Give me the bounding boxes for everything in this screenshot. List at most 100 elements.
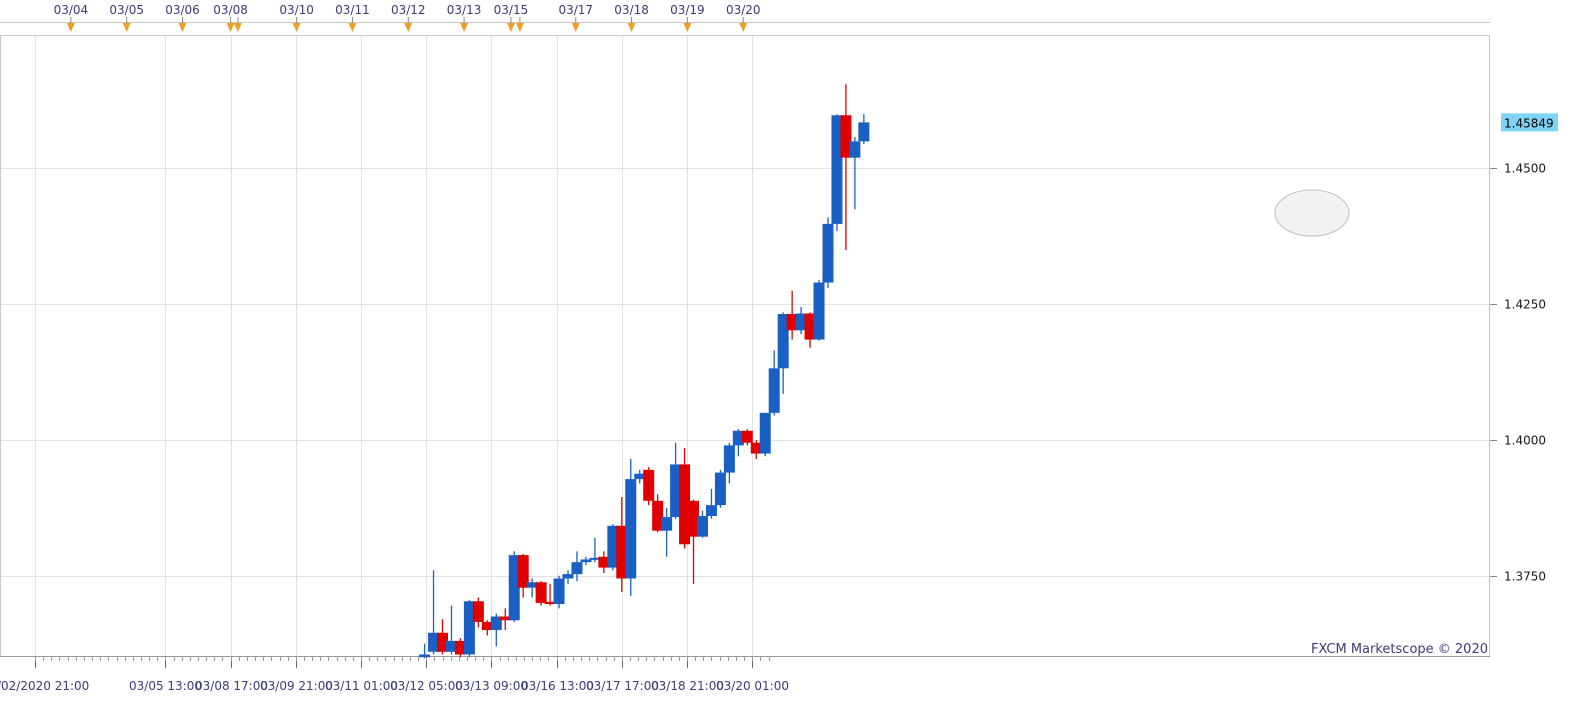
day-marker-icon (178, 23, 187, 32)
day-marker-icon (404, 23, 413, 32)
candle-body (589, 557, 601, 560)
candle-up (768, 350, 780, 416)
x-tick-label: 03/02/2020 21:00 (0, 679, 89, 693)
candle-body (437, 632, 448, 652)
candle-up (625, 459, 637, 596)
day-label: 03/17 (558, 3, 593, 17)
candle-body (714, 472, 726, 506)
candle-down (598, 551, 610, 574)
x-tick-label: 03/11 01:00 (325, 679, 398, 693)
candle-body (643, 469, 655, 501)
candle-up (589, 537, 601, 563)
candle-down (643, 467, 655, 506)
watermark: FXCM Marketscope © 2020 (1311, 642, 1488, 657)
candle-up (580, 556, 592, 565)
day-marker-icon (683, 23, 692, 32)
candle-body (858, 122, 870, 142)
candle-body (508, 555, 520, 621)
candle-body (419, 654, 431, 658)
candle-body (795, 313, 807, 331)
candle-down (679, 448, 691, 549)
day-label: 03/19 (670, 3, 705, 17)
candle-down (535, 581, 547, 606)
candle-up (634, 469, 646, 484)
candle-body (804, 313, 816, 340)
candle-body (428, 632, 440, 652)
candle-up (714, 469, 726, 508)
day-marker-icon (460, 23, 469, 32)
candle-down (786, 290, 798, 340)
x-tick-label: 03/18 21:00 (651, 679, 724, 693)
candle-up (822, 217, 834, 288)
x-tick-label: 03/16 13:00 (521, 679, 594, 693)
day-label: 03/06 (165, 3, 200, 17)
candle-body (490, 616, 502, 631)
candle-body (553, 578, 565, 604)
candle-up (490, 613, 502, 647)
day-marker-icon (515, 23, 524, 32)
candle-body (562, 574, 574, 579)
candle-down (481, 620, 493, 636)
x-tick-label: 03/05 13:00 (129, 679, 202, 693)
candle-up (661, 507, 673, 557)
candle-body (813, 282, 825, 340)
candle-body (849, 141, 861, 158)
candle-body (652, 500, 664, 531)
candle-up (759, 412, 771, 457)
day-label: 03/13 (447, 3, 482, 17)
candle-up (571, 551, 583, 582)
day-label: 03/11 (335, 3, 370, 17)
plot-frame (0, 35, 1490, 657)
candle-body (768, 368, 780, 413)
day-marker-icon (122, 23, 131, 32)
candle-up (463, 600, 475, 658)
candle-body (634, 473, 646, 480)
candle-body (463, 601, 475, 655)
candle-up (831, 114, 843, 231)
candle-down (544, 583, 556, 606)
grid (0, 36, 1490, 656)
candle-body (750, 442, 762, 454)
candle-up (732, 429, 744, 457)
candle-body (445, 640, 457, 652)
price-axis: 1.3750 1.4000 1.4250 1.4500 (1490, 162, 1546, 584)
candle-body (598, 556, 610, 568)
day-marker-icon (506, 23, 515, 32)
day-label: 03/15 (494, 3, 529, 17)
candle-body (544, 601, 556, 604)
x-tick-label: 03/17 17:00 (586, 679, 659, 693)
x-tick-label: 03/20 01:00 (716, 679, 789, 693)
day-marker-icon (66, 23, 75, 32)
x-tick-label: 03/13 09:00 (455, 679, 528, 693)
candle-body (517, 555, 529, 588)
candle-up (428, 570, 440, 655)
day-label: 03/05 (109, 3, 144, 17)
day-label: 03/10 (279, 3, 314, 17)
day-marker-icon (739, 23, 748, 32)
candle-up (858, 114, 870, 145)
y-tick-label: 1.4250 (1504, 298, 1546, 312)
current-price-value: 1.45849 (1504, 116, 1554, 130)
day-marker-icon (571, 23, 580, 32)
y-tick-label: 1.4500 (1504, 162, 1546, 176)
candle-body (580, 559, 592, 563)
candle-down (652, 494, 664, 533)
candle-body (822, 223, 834, 283)
candle-up (849, 137, 861, 210)
candle-body (696, 516, 708, 537)
candle-body (625, 479, 637, 579)
candle-down (499, 608, 511, 631)
day-label: 03/18 (614, 3, 649, 17)
candle-up (553, 575, 565, 609)
candle-down (688, 499, 700, 584)
day-label: 03/12 (391, 3, 426, 17)
day-marker-icon (233, 23, 242, 32)
candle-body (688, 500, 700, 537)
y-tick-label: 1.4000 (1504, 434, 1546, 448)
candle-down (472, 597, 484, 628)
candle-body (840, 115, 852, 158)
candle-down (804, 312, 816, 348)
candle-up (777, 312, 789, 394)
candle-body (535, 582, 547, 603)
